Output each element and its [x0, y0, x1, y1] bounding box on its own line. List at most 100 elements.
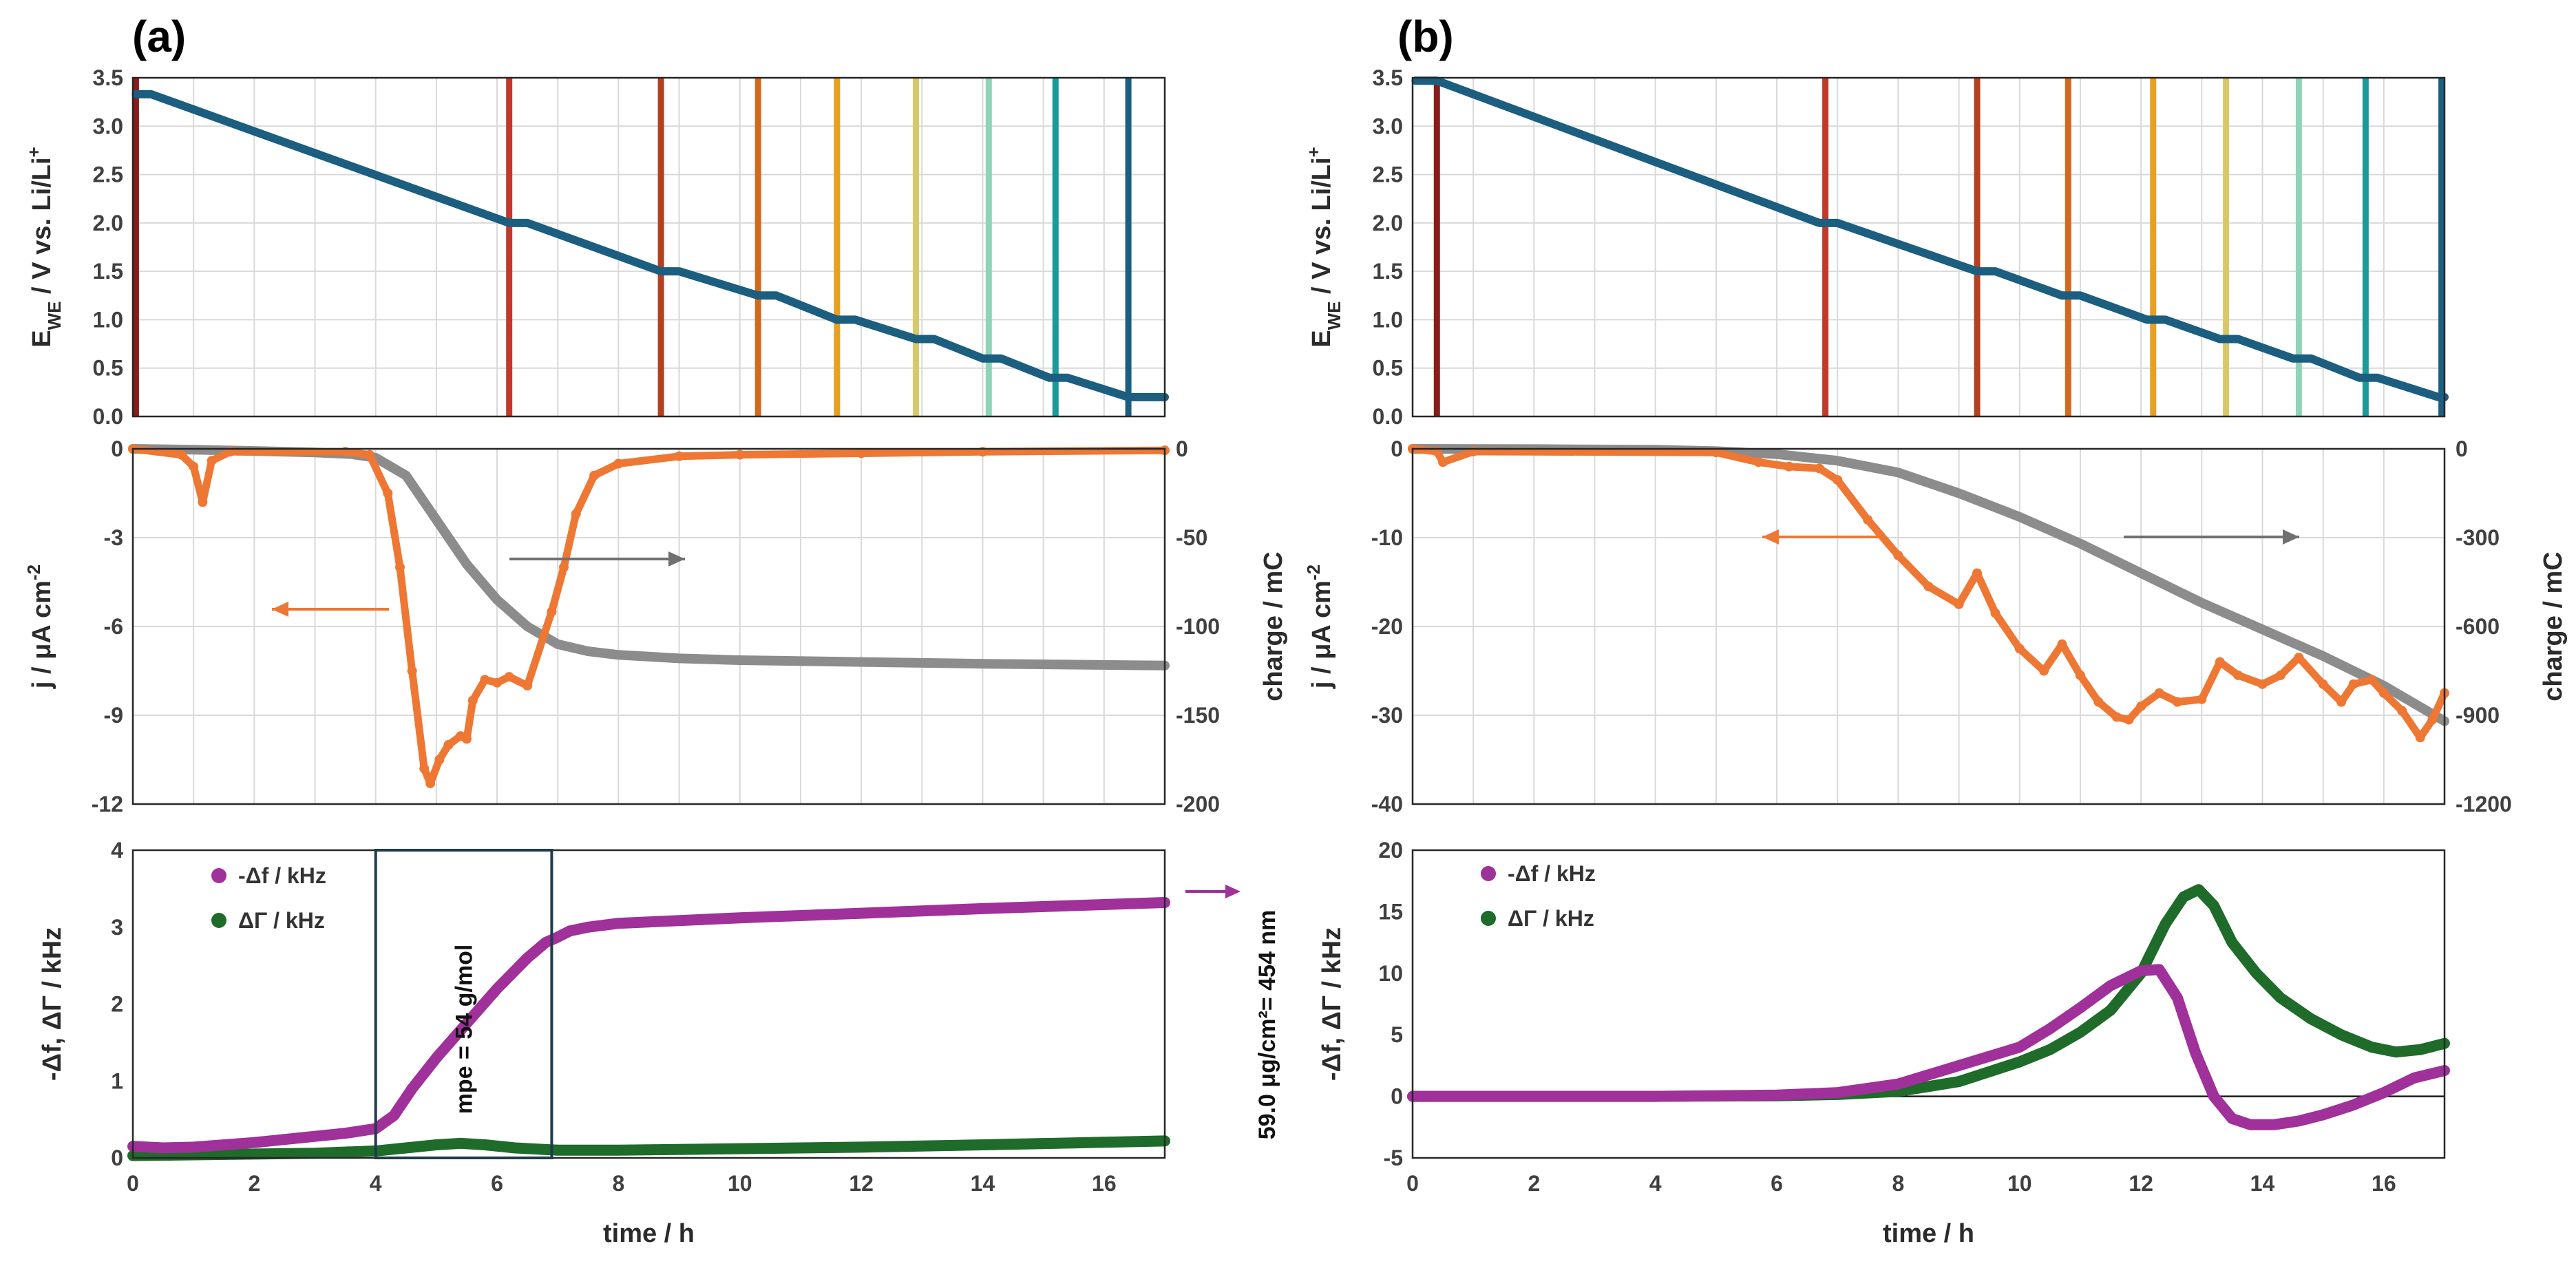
cur-b-current-point — [2294, 653, 2304, 663]
qcm-a-xtick-label: 0 — [127, 1171, 139, 1196]
cur-b-right-ytick-label: -1200 — [2456, 792, 2512, 816]
cur-b-ylabel-sup: -2 — [1303, 564, 1324, 580]
cur-a-current-point — [571, 509, 581, 519]
qcm-a-series-line — [127, 897, 1170, 1154]
cur-a-right-ytick-label: -50 — [1176, 525, 1207, 550]
cur-a-current-point — [856, 448, 867, 458]
cur-b-right-ytick-label: -600 — [2456, 614, 2500, 639]
cur-b-right-ytick-label: -300 — [2456, 525, 2500, 550]
qcm-b-xtick-label: 2 — [1528, 1171, 1540, 1196]
cur-b-current-point — [2215, 657, 2225, 667]
pot-b-ytick-label: 1.0 — [1373, 307, 1403, 332]
qcm-b-legend-label: ΔΓ / kHz — [1508, 906, 1594, 931]
cur-b-arrow-right-head — [2283, 529, 2299, 545]
cur-a-ytick-label: -3 — [104, 525, 123, 550]
qcm-a-xtick-label: 6 — [491, 1171, 503, 1196]
cur-a-current-point — [207, 456, 217, 466]
cur-a-ylabel: j / μA cm-2 — [23, 564, 56, 689]
cur-a-current-point — [198, 497, 208, 507]
cur-b-current-point — [1990, 608, 2000, 618]
qcm-b-ytick-label: 5 — [1391, 1022, 1403, 1047]
pot-a-ytick-label: 0.0 — [93, 404, 123, 429]
cur-a-current-point — [547, 606, 557, 617]
pot-a-ylabel-sup: + — [23, 147, 44, 157]
cur-b-y2label: charge / mC — [2539, 551, 2568, 701]
cur-b-ylabel: j / μA cm-2 — [1303, 564, 1336, 689]
qcm-b-ytick-label: 10 — [1378, 961, 1403, 986]
cur-a-arrow-left-head — [272, 602, 288, 617]
qcm-a-xtick-label: 16 — [1092, 1171, 1117, 1196]
cur-a-current-point — [559, 562, 569, 572]
cur-b-current-point — [1893, 550, 1903, 560]
cur-a-current-point — [419, 763, 430, 774]
cur-b-current-point — [2136, 701, 2146, 712]
qcm-a-series-line — [127, 1135, 1170, 1161]
pot-b-ytick-label: 3.5 — [1373, 65, 1403, 90]
panel-label-a: (a) — [132, 12, 186, 61]
cur-b-current-point — [2275, 670, 2285, 680]
pot-a-ylabel-sub: WE — [44, 302, 65, 330]
qcm-b-ytick-label: 20 — [1378, 838, 1403, 863]
cur-a-current-point — [589, 470, 600, 481]
cur-b-current-point — [2154, 688, 2164, 698]
cur-a-current-point — [364, 450, 374, 460]
cur-a-ytick-label: 0 — [111, 436, 123, 461]
cur-b-current-point — [2057, 639, 2067, 649]
qcm-a-side-arrow-head — [1225, 885, 1241, 898]
qcm-a-legend-label: ΔΓ / kHz — [238, 908, 325, 933]
cur-b-current-point — [2124, 715, 2134, 725]
cur-b-current-point — [1833, 475, 1843, 485]
qcm-b-xtick-label: 6 — [1771, 1171, 1783, 1196]
cur-a-y2label: charge / mC — [1259, 551, 1288, 701]
qcm-b-series-line — [1407, 964, 2450, 1130]
cur-a-current-point — [425, 778, 436, 788]
cur-b-current-point — [2075, 670, 2085, 680]
qcm-a-legend-marker — [211, 913, 226, 928]
pot-b-ytick-label: 2.0 — [1373, 211, 1403, 235]
pot-b-ytick-label: 0.0 — [1373, 404, 1403, 429]
cur-a-ylabel-sup: -2 — [23, 564, 44, 580]
qcm-b-ylabel: -Δf, ΔΓ / kHz — [1318, 927, 1347, 1081]
cur-b-plot-frame — [1411, 447, 2446, 805]
pot-b-ytick-label: 2.5 — [1373, 162, 1403, 187]
cur-b-current-point — [2173, 697, 2183, 707]
qcm-a-ytick-label: 1 — [111, 1068, 123, 1093]
qcm-a-xtick-label: 12 — [849, 1171, 874, 1196]
qcm-a-legend-label: -Δf / kHz — [238, 863, 326, 888]
qcm-a-xtick-label: 4 — [370, 1171, 382, 1196]
pot-a-ytick-label: 3.0 — [93, 114, 123, 138]
cur-b-current-point — [1753, 457, 1764, 467]
qcm-b-legend-marker — [1481, 911, 1496, 926]
cur-b-current-point — [1438, 457, 1448, 467]
qcm-b-legend-label: -Δf / kHz — [1508, 861, 1596, 886]
pot-b-ytick-label: 0.5 — [1373, 356, 1403, 381]
cur-b-current-point — [2367, 675, 2377, 685]
cur-b-current-point — [1954, 599, 1964, 609]
qcm-b-legend-marker — [1481, 866, 1496, 881]
qcm-b-ytick-label: 15 — [1378, 899, 1403, 924]
cur-a-current-point — [434, 754, 445, 765]
cur-b-current-point — [2197, 694, 2207, 704]
cur-a-current-point — [189, 461, 199, 472]
cur-b-current-point — [2336, 697, 2347, 707]
cur-b-current-point — [2318, 679, 2328, 689]
qcm-a-mass-region-box — [374, 849, 553, 1159]
cur-b-current-point — [2039, 666, 2049, 676]
qcm-a-plot-frame — [131, 849, 1166, 1159]
qcm-a-mpe-label: mpe = 54 g/mol — [452, 944, 478, 1115]
pot-a-ylabel: EWE / V vs. Li/Li+ — [23, 147, 65, 348]
qcm-a-ytick-label: 2 — [111, 992, 123, 1017]
cur-b-ytick-label: -30 — [1371, 703, 1403, 728]
qcm-a-xtick-label: 8 — [613, 1171, 625, 1196]
pot-a-ylabel-e: E — [28, 330, 56, 347]
cur-a-ytick-label: -12 — [92, 792, 123, 816]
cur-b-current-point — [2427, 715, 2438, 725]
cur-b-current-point — [1784, 461, 1794, 472]
qcm-a-ytick-label: 3 — [111, 915, 123, 940]
cur-a-current-point — [461, 734, 472, 744]
qcm-b-ytick-label: 0 — [1391, 1084, 1403, 1109]
cur-a-arrow-right-head — [668, 551, 685, 567]
cur-a-current-point — [407, 666, 417, 676]
cur-b-ytick-label: -40 — [1371, 792, 1403, 816]
cur-b-current-point — [2415, 732, 2425, 743]
